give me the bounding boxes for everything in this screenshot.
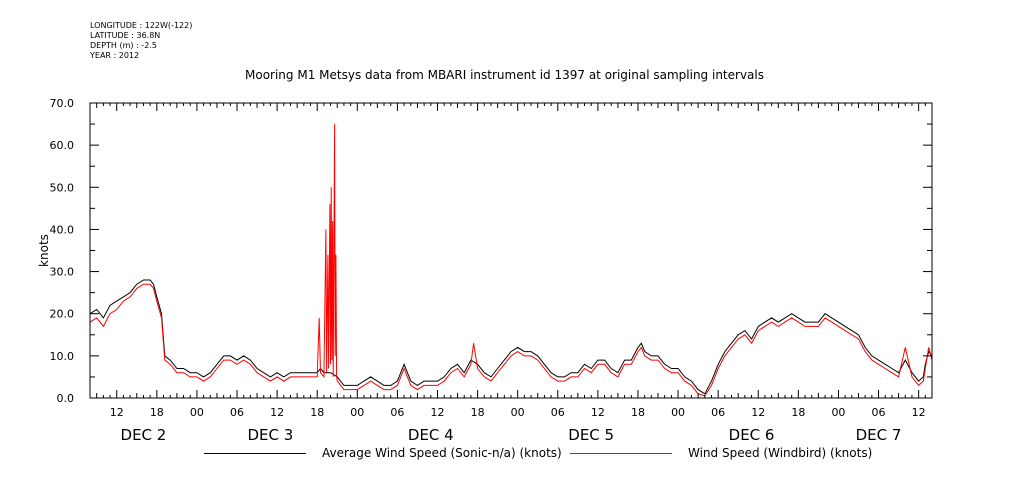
x-tick-label: 12 (751, 406, 765, 419)
x-day-label: DEC 7 (856, 426, 902, 444)
y-tick-label: 0.0 (57, 392, 75, 405)
y-tick-label: 60.0 (50, 139, 75, 152)
legend-swatch-windbird (570, 453, 672, 454)
x-tick-label: 18 (310, 406, 324, 419)
plot-frame (89, 102, 933, 399)
y-tick-label: 20.0 (50, 308, 75, 321)
x-day-label: DEC 5 (568, 426, 614, 444)
x-tick-label: 18 (631, 406, 645, 419)
legend-label-average: Average Wind Speed (Sonic-n/a) (knots) (322, 446, 562, 460)
y-axis-label: knots (37, 234, 51, 267)
x-tick-label: 18 (150, 406, 164, 419)
x-tick-label: 06 (230, 406, 244, 419)
latitude-label: LATITUDE : 36.8N (90, 31, 161, 40)
x-tick-label: 12 (430, 406, 444, 419)
x-tick-label: 18 (471, 406, 485, 419)
x-tick-label: 12 (110, 406, 124, 419)
chart-title: Mooring M1 Metsys data from MBARI instru… (245, 68, 764, 82)
x-tick-label: 06 (872, 406, 886, 419)
x-tick-label: 00 (190, 406, 204, 419)
depth-label: DEPTH (m) : -2.5 (90, 41, 157, 50)
station-metadata: LONGITUDE : 122W(-122) LATITUDE : 36.8N … (90, 21, 192, 61)
x-day-label: DEC 2 (121, 426, 167, 444)
y-tick-label: 40.0 (50, 223, 75, 236)
y-tick-label: 70.0 (50, 97, 75, 110)
y-tick-label: 50.0 (50, 181, 75, 194)
legend-label-windbird: Wind Speed (Windbird) (knots) (688, 446, 873, 460)
y-tick-label: 10.0 (50, 350, 75, 363)
x-tick-label: 06 (551, 406, 565, 419)
x-tick-label: 06 (390, 406, 404, 419)
series-line-windbird (89, 124, 933, 397)
x-day-label: DEC 3 (248, 426, 294, 444)
x-tick-label: 12 (591, 406, 605, 419)
x-tick-label: 12 (270, 406, 284, 419)
year-label: YEAR : 2012 (90, 51, 140, 60)
y-tick-label: 30.0 (50, 266, 75, 279)
x-tick-label: 00 (831, 406, 845, 419)
x-tick-label: 06 (711, 406, 725, 419)
x-tick-label: 00 (350, 406, 364, 419)
x-tick-label: 00 (671, 406, 685, 419)
x-day-label: DEC 4 (408, 426, 454, 444)
x-day-label: DEC 6 (729, 426, 775, 444)
legend-swatch-average (204, 453, 306, 454)
x-tick-label: 18 (791, 406, 805, 419)
x-tick-label: 12 (912, 406, 926, 419)
legend: Average Wind Speed (Sonic-n/a) (knots) W… (200, 446, 960, 466)
series-line-average-wind (89, 279, 933, 395)
x-tick-label: 00 (511, 406, 525, 419)
longitude-label: LONGITUDE : 122W(-122) (90, 21, 193, 30)
